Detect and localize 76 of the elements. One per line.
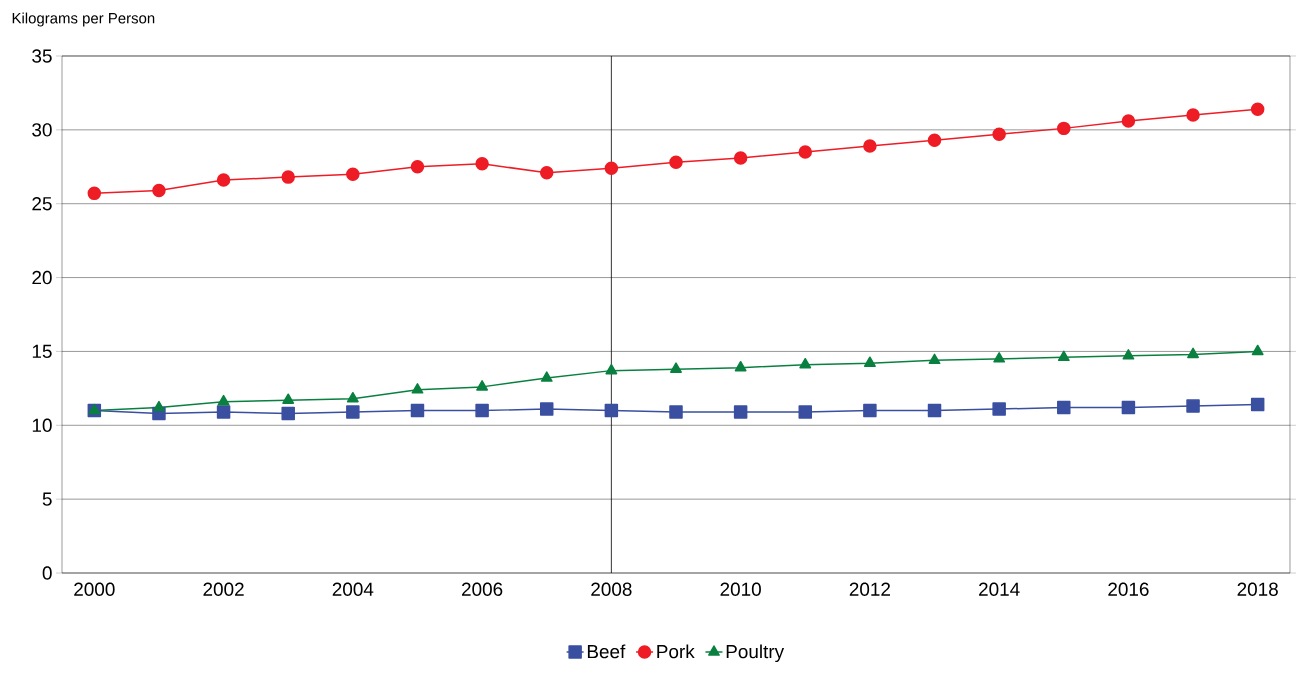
point — [281, 170, 295, 184]
point — [1186, 399, 1200, 413]
point — [798, 145, 813, 159]
point — [475, 157, 489, 171]
point — [604, 403, 619, 418]
point — [153, 400, 165, 412]
point — [799, 357, 812, 369]
point — [346, 167, 360, 181]
point — [733, 405, 748, 419]
point — [476, 380, 489, 391]
point — [216, 405, 231, 419]
point — [1250, 102, 1265, 116]
point — [539, 165, 554, 180]
point — [1121, 400, 1136, 415]
x-tick-label: 2002 — [203, 582, 244, 596]
x-tick-label: 2006 — [462, 582, 503, 596]
y-tick-label: 0 — [42, 566, 52, 580]
y-tick-label: 20 — [32, 270, 52, 285]
point — [539, 402, 554, 416]
point — [669, 405, 683, 419]
point — [540, 371, 553, 382]
point — [1251, 344, 1264, 356]
point — [346, 391, 359, 403]
point — [1121, 114, 1136, 128]
x-tick-label: 2014 — [979, 582, 1020, 596]
point — [87, 186, 102, 201]
point — [410, 160, 425, 174]
point — [1186, 108, 1200, 122]
point — [605, 363, 618, 375]
point — [1057, 400, 1071, 415]
point — [346, 405, 360, 419]
point — [993, 352, 1006, 363]
point — [927, 403, 942, 418]
x-tick-label: 2010 — [720, 582, 761, 596]
x-tick-label: 2016 — [1108, 582, 1149, 596]
point — [152, 183, 166, 198]
point — [410, 403, 425, 418]
y-tick-label: 15 — [32, 344, 52, 359]
point — [1187, 347, 1199, 359]
point — [475, 403, 489, 418]
point — [863, 356, 876, 367]
y-tick-label: 25 — [32, 197, 52, 211]
point — [927, 133, 942, 147]
point — [928, 353, 941, 365]
y-tick-label: 30 — [32, 123, 52, 137]
point — [863, 139, 877, 153]
point — [733, 151, 748, 165]
x-tick-label: 2018 — [1237, 582, 1278, 596]
point — [734, 360, 747, 372]
point — [281, 406, 295, 421]
y-tick-label: 5 — [42, 492, 52, 506]
y-tick-label: 10 — [32, 418, 52, 432]
x-tick-label: 2008 — [591, 582, 632, 596]
point — [411, 383, 424, 394]
y-axis-title: Kilograms per Person — [12, 12, 155, 27]
point — [992, 402, 1006, 416]
point — [1057, 350, 1070, 362]
point — [1250, 397, 1265, 412]
legend-label: Pork — [657, 644, 695, 659]
point — [670, 362, 682, 373]
point — [604, 161, 619, 176]
point — [669, 155, 683, 170]
point — [992, 127, 1006, 142]
x-tick-label: 2000 — [74, 582, 115, 596]
point — [282, 393, 295, 404]
point — [217, 394, 230, 406]
legend-label: Beef — [587, 644, 626, 659]
legend-label: Poultry — [726, 644, 785, 663]
point — [863, 403, 877, 418]
point — [1057, 121, 1071, 136]
point — [1122, 349, 1135, 360]
y-tick-label: 35 — [32, 49, 52, 63]
x-tick-label: 2004 — [332, 582, 374, 596]
x-tick-label: 2012 — [849, 582, 890, 596]
point — [798, 405, 813, 419]
point — [216, 173, 231, 187]
